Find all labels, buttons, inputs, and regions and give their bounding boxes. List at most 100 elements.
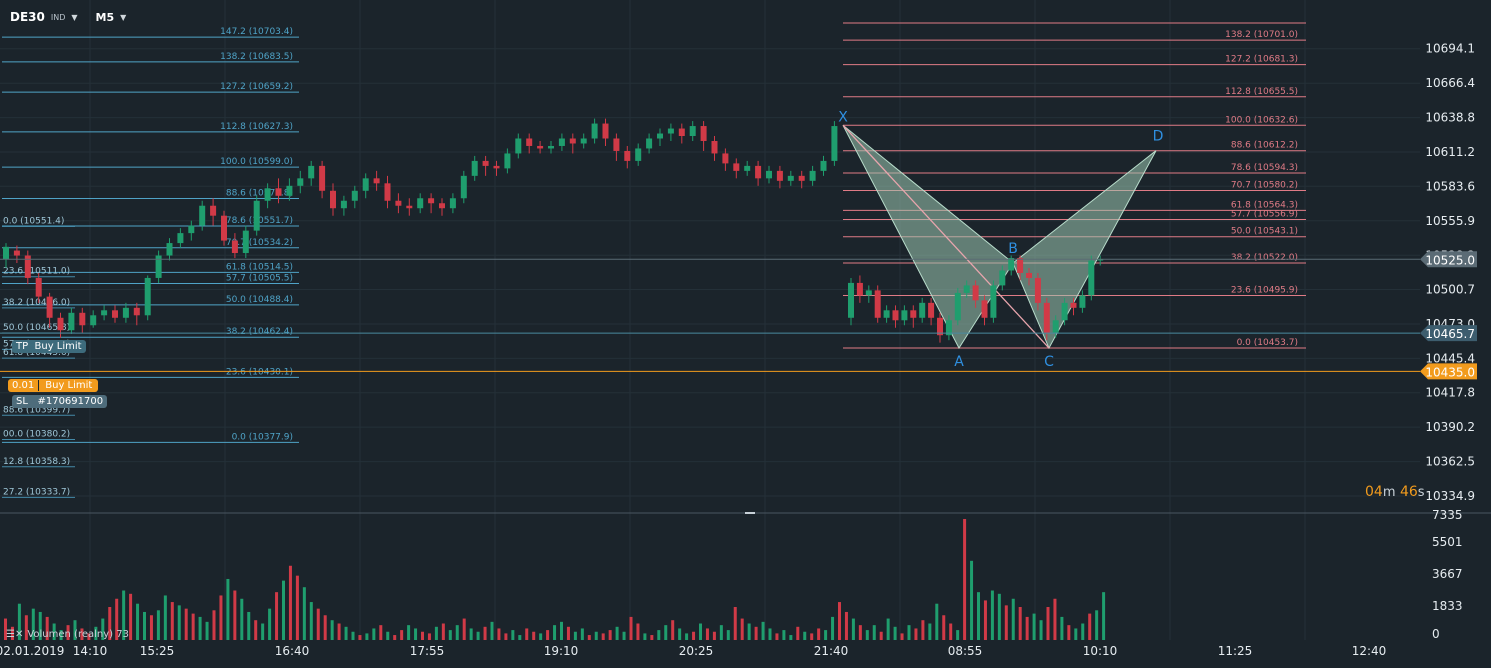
candle-body (417, 198, 424, 209)
volume-bar (865, 630, 869, 640)
candle-body (678, 128, 685, 137)
indicator-icon[interactable]: ☰✕ (6, 629, 24, 640)
candle-body (166, 243, 173, 256)
candle-body (722, 153, 729, 164)
candle (210, 198, 217, 226)
candle-body (1026, 272, 1032, 278)
candle (602, 118, 609, 146)
fib-level-label: 38.2 (10462.4) (226, 327, 293, 337)
volume-bar (87, 633, 91, 640)
candle (449, 193, 456, 214)
volume-bar (983, 600, 987, 640)
candle-body (471, 160, 478, 176)
candle-body (1034, 277, 1041, 303)
volume-bar (907, 625, 911, 640)
candle (493, 160, 500, 176)
candle-body (188, 225, 195, 234)
volume-bar (38, 611, 42, 640)
volume-bar (365, 633, 369, 640)
volume-bar (705, 628, 709, 640)
volume-bar (108, 607, 112, 640)
candle-body (700, 126, 707, 141)
volume-bar (1102, 592, 1106, 640)
volume-bar (525, 628, 529, 640)
volume-bar (427, 633, 431, 640)
candle-body (340, 200, 347, 209)
candle-body (1017, 258, 1024, 273)
volume-bar (455, 625, 459, 640)
candle-body (362, 178, 369, 191)
volume-bar (844, 611, 848, 640)
volume-bar (657, 630, 661, 640)
candle-body (406, 205, 413, 209)
volume-bar (94, 626, 98, 640)
volume-bar (851, 618, 855, 640)
candle (981, 295, 988, 326)
candle-body (635, 148, 642, 161)
candle (308, 160, 315, 186)
chevron-down-icon[interactable]: ▼ (120, 12, 127, 22)
volume-bar (740, 618, 744, 640)
volume-bar (254, 620, 258, 640)
volume-bar (643, 633, 647, 640)
volume-axis-tick: 0 (1432, 627, 1440, 641)
volume-bar (622, 631, 626, 640)
volume-bar (115, 598, 119, 640)
volume-bar (817, 628, 821, 640)
candle-body (569, 138, 576, 144)
candle-body (954, 292, 961, 321)
candle-body (242, 230, 249, 254)
candle (264, 183, 271, 209)
candle (990, 280, 997, 323)
fib-level-label: 50.0 (10543.1) (1231, 227, 1298, 237)
fib-level-label: 112.8 (10627.3) (220, 122, 293, 132)
candle-body (68, 312, 75, 331)
volume-bar (462, 618, 466, 640)
candle (657, 128, 663, 146)
volume-bar (956, 630, 960, 640)
candle (144, 275, 151, 321)
take-profit-order[interactable]: TP Buy Limit (12, 340, 86, 353)
candle (101, 305, 108, 321)
y-axis-tick: 10390.2 (1425, 420, 1475, 434)
candle (253, 195, 260, 236)
candle (1070, 297, 1077, 316)
symbol-label[interactable]: DE30 (10, 10, 45, 24)
volume-bar (733, 607, 737, 640)
pattern-point-x: X (838, 109, 848, 125)
volume-bar (226, 578, 230, 640)
volume-bar (170, 602, 174, 640)
volume-bar (587, 635, 591, 640)
candle-body (79, 312, 86, 326)
volume-bar (678, 628, 682, 640)
volume-bar (73, 620, 77, 640)
volume-bar (24, 615, 28, 640)
timeframe-label[interactable]: M5 (95, 10, 115, 24)
volume-bar (288, 565, 292, 640)
candle (395, 193, 402, 214)
volume-bar (831, 616, 835, 640)
volume-bar (268, 608, 272, 640)
candle-body (856, 282, 863, 296)
candle-body (264, 188, 271, 201)
volume-bar (240, 598, 244, 640)
fib-level-label: 00.0 (10380.2) (3, 430, 70, 440)
candle (68, 307, 75, 334)
candle (155, 250, 162, 283)
candle-body (848, 282, 854, 318)
stop-loss-order[interactable]: SL #170691700 (12, 395, 108, 408)
volume-indicator-label[interactable]: ☰✕ Volumen (realny) 73 (6, 629, 129, 640)
entry-order[interactable]: 0.01 Buy Limit (8, 379, 99, 392)
candle-body (548, 145, 554, 149)
fib-level-label: 112.8 (10655.5) (1225, 87, 1298, 97)
fib-level-label: 61.8 (10445.6) (3, 348, 70, 358)
volume-bar (671, 620, 675, 640)
y-axis-tick: 10445.4 (1425, 351, 1475, 365)
chevron-down-icon[interactable]: ▼ (71, 12, 78, 22)
axes: 10694.1 10666.4 10638.8 10611.2 10583.6 10555… (0, 42, 1477, 658)
pattern-point-a: A (954, 354, 964, 370)
candle (831, 121, 838, 166)
volume-bar (810, 633, 814, 640)
candle (428, 193, 435, 214)
